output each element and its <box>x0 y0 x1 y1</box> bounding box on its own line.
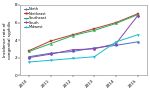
Southeast <box>72 35 73 36</box>
Legend: North, Northeast, Southeast, South, Midwest: North, Northeast, Southeast, South, Midw… <box>23 7 47 30</box>
South <box>93 48 95 49</box>
Midwest <box>28 61 30 63</box>
North <box>28 56 30 57</box>
North <box>93 47 95 48</box>
Midwest <box>137 34 139 35</box>
South <box>28 57 30 58</box>
Southeast <box>28 51 30 52</box>
Line: Southeast: Southeast <box>28 14 139 53</box>
Southeast <box>115 23 117 24</box>
North <box>115 45 117 46</box>
Southeast <box>137 14 139 15</box>
Northeast <box>93 28 95 29</box>
Midwest <box>115 41 117 42</box>
North <box>72 51 73 52</box>
North <box>50 53 52 54</box>
Southeast <box>93 30 95 31</box>
South <box>72 49 73 50</box>
South <box>115 43 117 44</box>
North <box>137 41 139 42</box>
South <box>50 54 52 55</box>
Midwest <box>93 56 95 57</box>
Northeast <box>50 40 52 41</box>
Line: Northeast: Northeast <box>28 13 139 52</box>
South <box>137 15 139 16</box>
Line: Midwest: Midwest <box>28 34 139 63</box>
Northeast <box>72 34 73 35</box>
Midwest <box>72 58 73 59</box>
Line: North: North <box>28 41 139 58</box>
Southeast <box>50 43 52 44</box>
Midwest <box>50 60 52 61</box>
Line: South: South <box>28 14 139 59</box>
Northeast <box>28 50 30 51</box>
Y-axis label: Incidence rate of
congenital syphilis: Incidence rate of congenital syphilis <box>3 21 12 59</box>
Northeast <box>115 22 117 23</box>
Northeast <box>137 13 139 14</box>
